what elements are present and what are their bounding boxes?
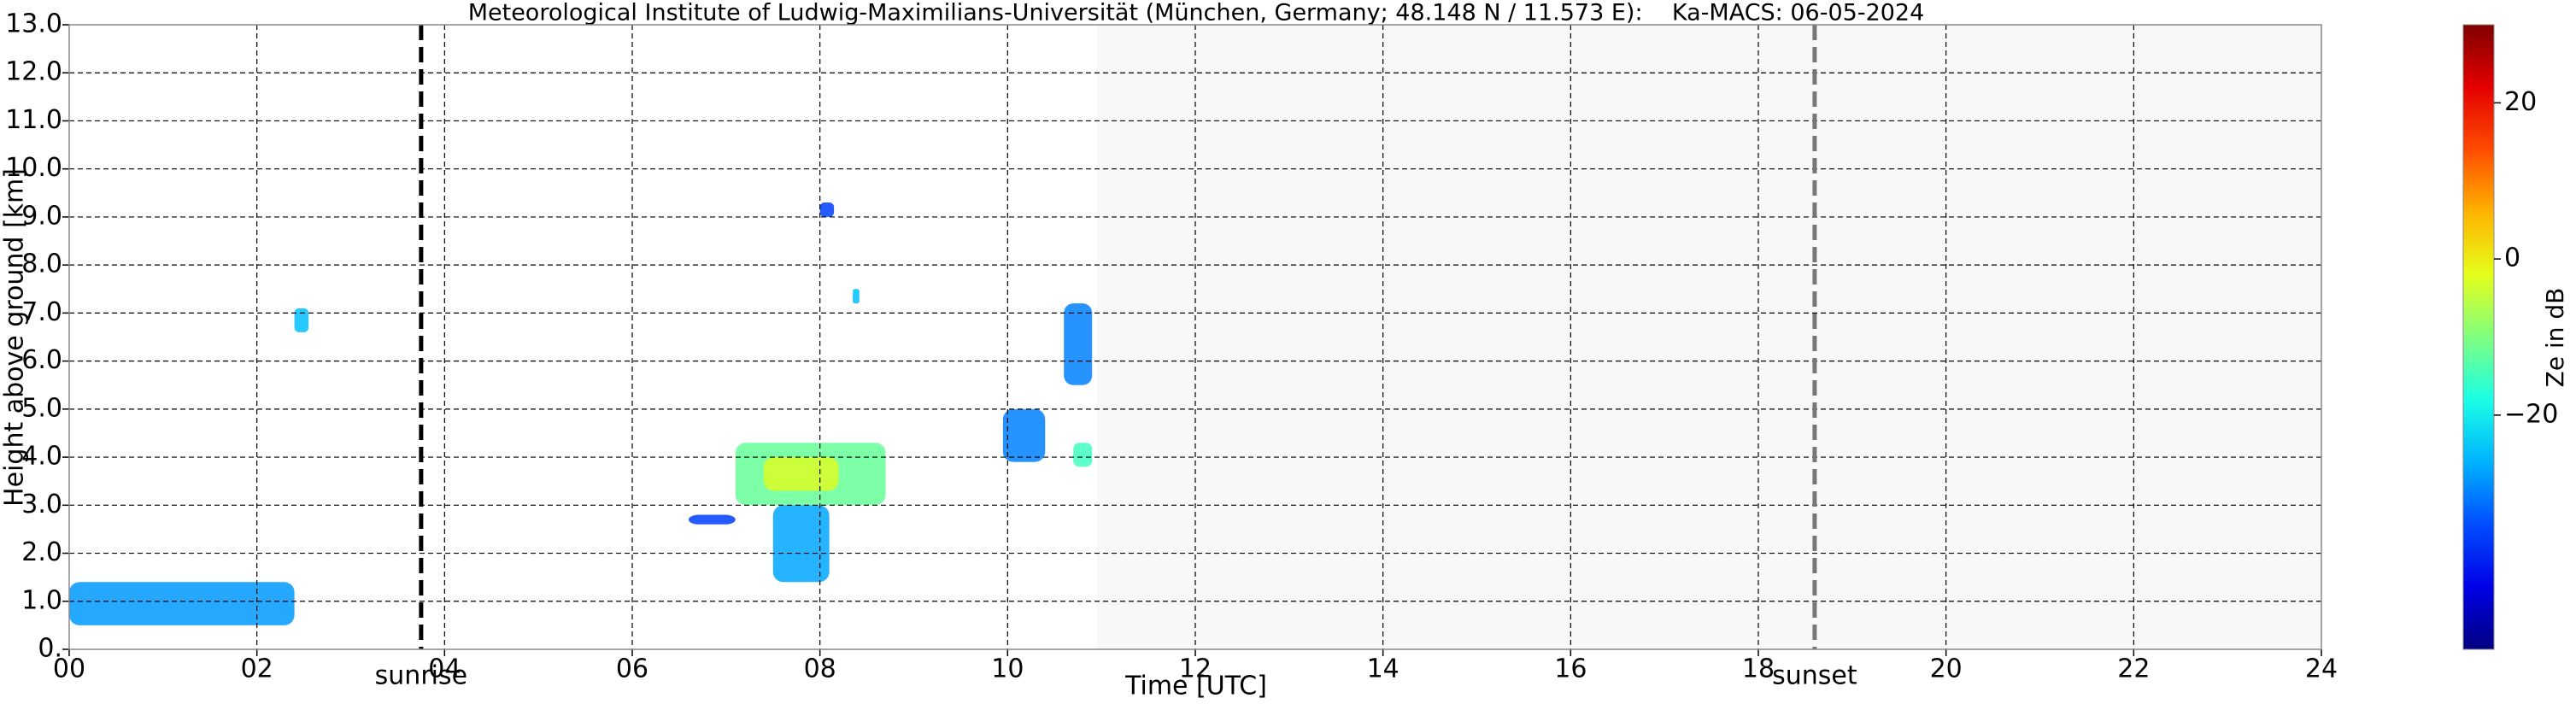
x-tick-label: 02 (241, 654, 273, 684)
y-tick-label: 0. (38, 634, 62, 664)
no-data-region (1096, 25, 2321, 649)
y-tick-label: 7.0 (21, 297, 62, 327)
y-tick-label: 8.0 (21, 249, 62, 279)
x-tick-label: 00 (53, 654, 85, 684)
x-axis-label: Time [UTC] (1124, 672, 1267, 701)
x-tick-label: 04 (428, 654, 461, 684)
radar-echo (763, 457, 839, 491)
radar-echo (294, 308, 309, 332)
colorbar-label: Ze in dB (2541, 288, 2569, 388)
y-tick-label: 2.0 (21, 537, 62, 567)
radar-echo (819, 202, 835, 217)
radar-echo (853, 289, 860, 304)
y-tick-label: 3.0 (21, 490, 62, 519)
colorbar-tick-label: 0 (2504, 243, 2520, 273)
x-tick-label: 08 (804, 654, 836, 684)
radar-echo (1064, 303, 1093, 385)
event-label: sunset (1772, 661, 1857, 691)
y-tick-label: 9.0 (21, 201, 62, 231)
y-tick-label: 1.0 (21, 585, 62, 615)
radar-echo (1073, 443, 1093, 467)
colorbar-tick-label: 20 (2504, 87, 2537, 117)
y-tick-label: 13.0 (5, 9, 62, 39)
plot-frame (68, 24, 2322, 650)
x-tick-label: 10 (991, 654, 1024, 684)
colorbar (2462, 24, 2495, 650)
y-tick-label: 5.0 (21, 393, 62, 423)
y-tick-label: 11.0 (5, 105, 62, 135)
x-tick-label: 14 (1367, 654, 1399, 684)
event-label: sunrise (375, 661, 467, 691)
radar-echo (772, 505, 830, 583)
radar-echo (688, 514, 736, 525)
x-tick-label: 24 (2305, 654, 2338, 684)
radar-echo (69, 582, 295, 625)
y-tick-label: 12.0 (5, 57, 62, 87)
radar-echo (1002, 408, 1046, 462)
x-tick-label: 16 (1554, 654, 1587, 684)
x-tick-label: 18 (1742, 654, 1775, 684)
x-tick-label: 20 (1930, 654, 1963, 684)
x-tick-label: 06 (616, 654, 648, 684)
y-tick-label: 6.0 (21, 345, 62, 375)
y-tick-label: 10.0 (5, 153, 62, 183)
chart-title: Meteorological Institute of Ludwig-Maxim… (468, 0, 1925, 26)
x-tick-label: 22 (2117, 654, 2150, 684)
x-tick-label: 12 (1179, 654, 1212, 684)
y-axis-label: Height above ground [km] (0, 168, 30, 507)
colorbar-tick-label: −20 (2504, 399, 2558, 429)
y-tick-label: 4.0 (21, 442, 62, 472)
